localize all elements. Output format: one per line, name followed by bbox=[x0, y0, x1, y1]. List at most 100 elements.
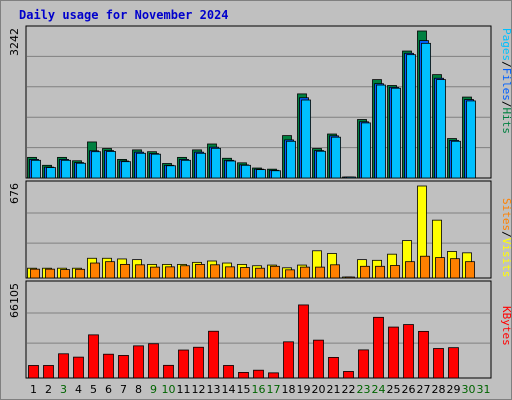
bar-pages-day-16 bbox=[256, 169, 266, 179]
day-label-3: 3 bbox=[60, 383, 67, 396]
bar-kbytes-day-10 bbox=[163, 364, 174, 379]
bar-pages-day-1 bbox=[31, 159, 41, 179]
bar-kbytes-day-17 bbox=[268, 372, 279, 379]
day-label-2: 2 bbox=[45, 383, 52, 396]
bar-sites-day-25 bbox=[390, 265, 400, 279]
max-label-hits-files-pages: 3242 bbox=[8, 28, 21, 56]
bar-pages-day-22 bbox=[346, 176, 356, 179]
day-label-10: 10 bbox=[162, 383, 176, 396]
day-label-5: 5 bbox=[90, 383, 97, 396]
bar-kbytes-day-22 bbox=[343, 371, 354, 379]
bar-pages-day-25 bbox=[391, 87, 401, 179]
bar-kbytes-day-23 bbox=[358, 349, 369, 379]
day-label-12: 12 bbox=[192, 383, 206, 396]
bar-sites-day-23 bbox=[360, 265, 370, 279]
legend-entry-kbytes-0: KBytes bbox=[500, 306, 512, 346]
bar-kbytes-day-3 bbox=[58, 353, 69, 379]
bar-pages-day-5 bbox=[91, 151, 101, 179]
bar-kbytes-day-8 bbox=[133, 345, 144, 379]
day-label-14: 14 bbox=[222, 383, 236, 396]
bar-pages-day-10 bbox=[166, 165, 176, 179]
bar-pages-day-23 bbox=[361, 122, 371, 179]
bar-kbytes-day-1 bbox=[28, 365, 39, 379]
bar-kbytes-day-14 bbox=[223, 365, 234, 379]
bar-pages-day-15 bbox=[241, 164, 251, 179]
bar-pages-day-12 bbox=[196, 152, 206, 179]
bar-kbytes-day-16 bbox=[253, 369, 264, 379]
legend-entry-visits-sites-1: / bbox=[500, 231, 512, 238]
day-label-17: 17 bbox=[267, 383, 281, 396]
day-label-29: 29 bbox=[447, 383, 461, 396]
bar-kbytes-day-26 bbox=[403, 324, 414, 379]
bar-sites-day-24 bbox=[375, 265, 385, 279]
legend-visits-sites: Sites/Visits bbox=[500, 198, 512, 278]
bar-pages-day-7 bbox=[121, 161, 131, 179]
bar-pages-day-14 bbox=[226, 160, 236, 179]
bar-kbytes-day-9 bbox=[148, 343, 159, 379]
bar-sites-day-14 bbox=[225, 266, 235, 279]
legend-entry-visits-sites-0: Sites bbox=[500, 198, 512, 231]
bar-pages-day-11 bbox=[181, 159, 191, 179]
day-label-13: 13 bbox=[207, 383, 221, 396]
bar-kbytes-day-24 bbox=[373, 316, 384, 379]
bar-pages-day-21 bbox=[331, 136, 341, 179]
bar-kbytes-day-4 bbox=[73, 356, 84, 379]
bar-sites-day-8 bbox=[135, 264, 145, 279]
bar-sites-day-4 bbox=[75, 268, 85, 279]
bar-sites-day-12 bbox=[195, 263, 205, 279]
bar-pages-day-30 bbox=[466, 100, 476, 179]
bar-sites-day-18 bbox=[285, 269, 295, 279]
day-label-24: 24 bbox=[372, 383, 386, 396]
bar-pages-day-9 bbox=[151, 153, 161, 179]
day-label-18: 18 bbox=[282, 383, 296, 396]
bar-kbytes-day-28 bbox=[433, 348, 444, 379]
legend-entry-hits-files-pages-2: Files bbox=[500, 68, 512, 101]
bar-pages-day-17 bbox=[271, 170, 281, 179]
bar-kbytes-day-20 bbox=[313, 339, 324, 379]
bar-pages-day-18 bbox=[286, 140, 296, 179]
legend-entry-visits-sites-2: Visits bbox=[500, 238, 512, 278]
bar-sites-day-15 bbox=[240, 267, 250, 279]
bar-sites-day-1 bbox=[30, 268, 40, 279]
legend-hits-files-pages: Pages/Files/Hits bbox=[500, 28, 512, 134]
day-label-22: 22 bbox=[342, 383, 356, 396]
bar-kbytes-day-27 bbox=[418, 330, 429, 379]
bar-pages-day-8 bbox=[136, 152, 146, 179]
legend-entry-hits-files-pages-0: Pages bbox=[500, 28, 512, 61]
day-label-6: 6 bbox=[105, 383, 112, 396]
day-label-16: 16 bbox=[252, 383, 266, 396]
bar-pages-day-4 bbox=[76, 162, 86, 179]
bar-pages-day-24 bbox=[376, 84, 386, 179]
max-label-kbytes: 66105 bbox=[8, 283, 21, 318]
bar-pages-day-13 bbox=[211, 147, 221, 179]
bar-kbytes-day-12 bbox=[193, 346, 204, 379]
day-label-11: 11 bbox=[177, 383, 191, 396]
bar-sites-day-20 bbox=[315, 266, 325, 279]
bar-pages-day-28 bbox=[436, 79, 446, 179]
legend-entry-hits-files-pages-1: / bbox=[500, 61, 512, 68]
day-label-7: 7 bbox=[120, 383, 127, 396]
bar-pages-day-26 bbox=[406, 54, 416, 179]
day-label-4: 4 bbox=[75, 383, 82, 396]
day-label-25: 25 bbox=[387, 383, 401, 396]
bar-sites-day-27 bbox=[420, 255, 430, 279]
bar-sites-day-9 bbox=[150, 266, 160, 279]
bar-sites-day-21 bbox=[330, 264, 340, 279]
bar-kbytes-day-13 bbox=[208, 330, 219, 379]
bar-kbytes-day-2 bbox=[43, 365, 54, 379]
day-label-15: 15 bbox=[237, 383, 251, 396]
bar-pages-day-20 bbox=[316, 150, 326, 179]
bar-kbytes-day-29 bbox=[448, 347, 459, 379]
bar-sites-day-26 bbox=[405, 261, 415, 279]
day-label-20: 20 bbox=[312, 383, 326, 396]
bar-sites-day-29 bbox=[450, 258, 460, 279]
legend-entry-hits-files-pages-3: / bbox=[500, 101, 512, 108]
legend-kbytes: KBytes bbox=[500, 306, 512, 346]
legend-entry-hits-files-pages-4: Hits bbox=[500, 108, 512, 135]
bar-kbytes-day-19 bbox=[298, 304, 309, 379]
bar-sites-day-6 bbox=[105, 261, 115, 279]
day-label-8: 8 bbox=[135, 383, 142, 396]
bar-kbytes-day-7 bbox=[118, 355, 129, 379]
bar-kbytes-day-18 bbox=[283, 341, 294, 379]
